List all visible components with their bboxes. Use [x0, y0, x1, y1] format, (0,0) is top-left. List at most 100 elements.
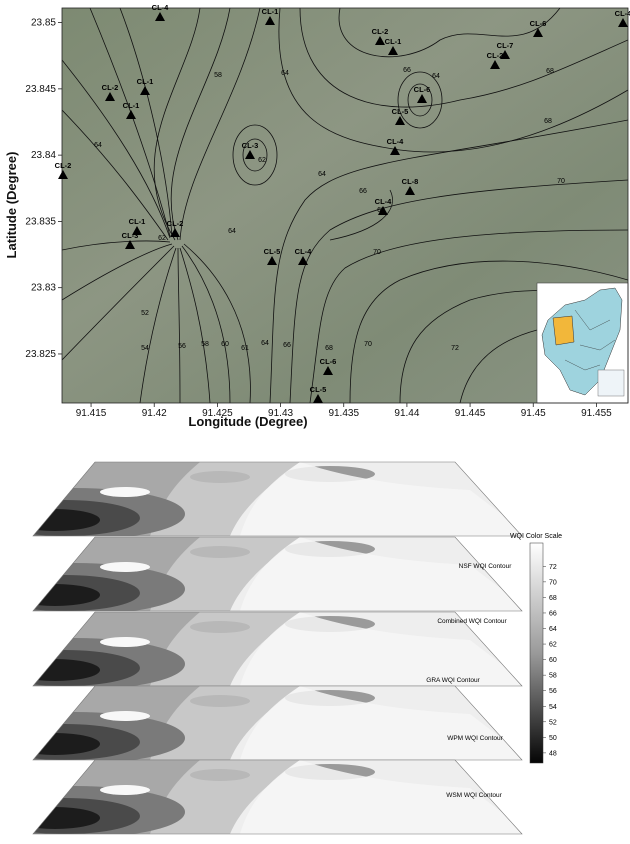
x-tick-label: 91.42 [142, 408, 167, 419]
contour-label: 68 [544, 118, 552, 125]
layer-band [190, 769, 250, 781]
station-label: CL-6 [414, 85, 431, 94]
layer-band [10, 659, 100, 681]
station-label: CL-8 [402, 177, 419, 186]
station-label: CL-1 [129, 217, 146, 226]
layer-band [100, 785, 150, 795]
station-label: CL-1 [123, 101, 140, 110]
contour-label: 68 [325, 345, 333, 352]
contour-label: 66 [283, 342, 291, 349]
contour-label: 70 [373, 249, 381, 256]
contour-label: 61 [241, 345, 249, 352]
color-scale-tick-label: 68 [549, 595, 557, 602]
contour-label: 60 [221, 341, 229, 348]
contour-label: 66 [359, 188, 367, 195]
layer-label: Combined WQI Contour [437, 618, 507, 625]
layer-band [10, 584, 100, 606]
contour-layer [0, 760, 530, 838]
contour-layer [0, 537, 530, 615]
station-label: CL-1 [385, 37, 402, 46]
layer-band [190, 471, 250, 483]
contour-layer [0, 462, 530, 540]
layer-band [190, 546, 250, 558]
contour-label: 58 [201, 341, 209, 348]
station-label: CL-1 [137, 77, 154, 86]
contour-label: 62 [258, 157, 266, 164]
color-scale-tick-label: 60 [549, 657, 557, 664]
contour-label: 64 [261, 340, 269, 347]
stacked-contour-layers: NSF WQI Contour Combined WQI Contour GRA W… [0, 462, 530, 838]
contour-layer [0, 686, 530, 764]
color-scale-tick-label: 52 [549, 719, 557, 726]
station-label: CL-6 [320, 357, 337, 366]
color-scale-tick-label: 54 [549, 704, 557, 711]
layer-band [100, 487, 150, 497]
x-tick-label: 91.445 [455, 408, 486, 419]
x-tick-label: 91.44 [394, 408, 419, 419]
y-tick-label: 23.83 [31, 283, 56, 294]
color-scale-tick-label: 50 [549, 735, 557, 742]
station-label: CL-5 [392, 107, 409, 116]
x-tick-label: 91.43 [268, 408, 293, 419]
station-label: CL-2 [102, 83, 119, 92]
y-tick-label: 23.825 [25, 349, 56, 360]
color-scale-tick-label: 70 [549, 579, 557, 586]
color-scale-title: WQI Color Scale [510, 533, 562, 540]
layer-label: NSF WQI Contour [459, 563, 513, 570]
contour-label: 62 [158, 235, 166, 242]
layer-label: GRA WQI Contour [426, 677, 480, 684]
station-label: CL-4 [615, 9, 630, 18]
station-label: CL-2 [487, 51, 504, 60]
x-tick-label: 91.455 [581, 408, 612, 419]
station-label: CL-1 [262, 7, 279, 16]
station-label: CL-5 [310, 385, 327, 394]
station-label: CL-5 [264, 247, 281, 256]
layer-label: WPM WQI Contour [447, 735, 503, 742]
contour-label: 64 [432, 73, 440, 80]
contour-label: 56 [178, 343, 186, 350]
x-tick-label: 91.415 [76, 408, 107, 419]
layer-band [10, 807, 100, 829]
contour-label: 54 [141, 345, 149, 352]
color-scale-tick-label: 48 [549, 750, 557, 757]
layer-band [190, 621, 250, 633]
contour-label: 66 [403, 67, 411, 74]
station-label: CL-2 [55, 161, 72, 170]
contour-label: 64 [318, 171, 326, 178]
y-tick-label: 23.84 [31, 150, 56, 161]
contour-label: 72 [451, 345, 459, 352]
station-label: CL-6 [530, 19, 547, 28]
contour-label: 52 [141, 310, 149, 317]
station-label: CL-4 [375, 197, 392, 206]
layer-band [190, 695, 250, 707]
station-label: CL-2 [167, 219, 184, 228]
color-scale-tick-label: 66 [549, 610, 557, 617]
y-tick-label: 23.85 [31, 18, 56, 29]
color-scale-tick-label: 56 [549, 688, 557, 695]
contour-label: 64 [281, 70, 289, 77]
station-label: CL-3 [122, 231, 139, 240]
layer-band [10, 509, 100, 531]
figure: Longitude (Degree) Latitude (Degree) 91.… [0, 0, 630, 839]
inset-map [537, 283, 628, 403]
layer-band [100, 562, 150, 572]
color-scale-tick-label: 58 [549, 673, 557, 680]
contour-label: 70 [364, 341, 372, 348]
layer-band [10, 733, 100, 755]
contour-label: 64 [94, 142, 102, 149]
contour-label: 58 [214, 72, 222, 79]
contour-label: 70 [557, 178, 565, 185]
y-tick-label: 23.845 [25, 84, 56, 95]
station-label: CL-4 [295, 247, 312, 256]
y-tick-label: 23.835 [25, 216, 56, 227]
color-bar [530, 543, 543, 763]
color-scale-tick-label: 64 [549, 626, 557, 633]
station-label: CL-4 [387, 137, 404, 146]
contour-label: 68 [377, 207, 385, 214]
station-label: CL-4 [152, 3, 169, 12]
station-label: CL-3 [242, 141, 259, 150]
color-scale: WQI Color Scale 727068666462605856545250… [510, 533, 562, 763]
station-label: CL-2 [372, 27, 389, 36]
color-scale-tick-label: 72 [549, 564, 557, 571]
contour-map: Longitude (Degree) Latitude (Degree) 91.… [4, 3, 630, 429]
